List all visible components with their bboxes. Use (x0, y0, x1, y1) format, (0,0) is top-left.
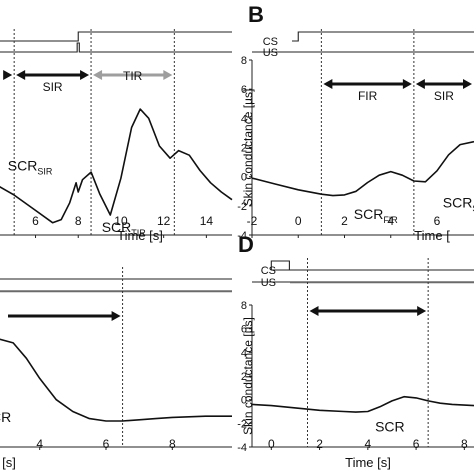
interval-label: SIR (434, 89, 454, 103)
x-tick-label: 10 (114, 214, 128, 228)
x-axis-label: Time [ (414, 228, 450, 243)
interval-arrow-head-right (163, 70, 173, 80)
x-tick-label: 6 (32, 214, 39, 228)
y-tick-label: -4 (237, 442, 247, 454)
y-tick-label: 0 (241, 395, 247, 407)
x-tick-label: 4 (387, 214, 394, 228)
scr-annotation-subscript: S (472, 203, 474, 213)
scr-annotation-subscript: TIR (131, 228, 146, 238)
x-tick-label: 14 (200, 214, 214, 228)
scr-annotation-main: SCR (354, 206, 384, 222)
scr-annotation: SCR (375, 419, 405, 435)
interval-label: FIR (358, 89, 378, 103)
scr-trace-line (0, 108, 233, 224)
x-tick-label: 0 (295, 214, 302, 228)
y-tick-label: 8 (241, 300, 247, 312)
x-axis-label: ne [s] (0, 455, 16, 470)
cs-timing-trace (270, 260, 474, 271)
x-tick-label: 8 (169, 437, 176, 451)
x-axis-label: Time [s] (345, 455, 391, 470)
scr-annotation: SCRSIR (8, 158, 53, 177)
us-row-label: US (261, 277, 276, 289)
y-tick-label: 8 (241, 55, 247, 67)
scr-annotation-subscript: FIR (383, 215, 398, 225)
interval-arrow-head-left (415, 79, 425, 89)
scr-annotation-main: SCR (102, 219, 132, 235)
cs-row-label: CS (263, 36, 278, 48)
y-tick-label: 2 (241, 371, 247, 383)
us-row-label: US (263, 47, 278, 59)
x-tick-label: 6 (434, 214, 441, 228)
x-tick-label: 2 (341, 214, 348, 228)
x-tick-label: 8 (75, 214, 82, 228)
interval-arrow-head-right (417, 306, 427, 316)
x-tick-label: -2 (247, 214, 258, 228)
scr-annotation: SCRTIR (102, 219, 147, 238)
y-axis-label: Skin conductance [µs] (241, 317, 255, 435)
y-tick-label: 0 (241, 172, 247, 184)
scr-annotation-main: SCR (443, 194, 473, 210)
scr-annotation-main: SCR (8, 158, 38, 174)
interval-arrow-head-right (463, 79, 472, 89)
cs-timing-trace (0, 31, 232, 42)
panel-letter: D (238, 232, 254, 257)
x-axis-label: Time [s] (117, 228, 163, 243)
interval-label: TIR (123, 69, 143, 83)
cs-timing-trace (292, 31, 474, 42)
interval-arrow-head-left (93, 70, 103, 80)
scr-annotation: SCRFIR (354, 206, 399, 225)
y-axis-label: Skin conductance [µs] (241, 89, 255, 207)
x-tick-label: 4 (36, 437, 43, 451)
scr-annotation: SCR (0, 409, 11, 425)
us-timing-trace (0, 42, 232, 53)
scr-annotation-main: SCR (0, 409, 11, 425)
x-tick-label: 2 (316, 437, 323, 451)
y-tick-label: 4 (241, 113, 247, 125)
x-tick-label: 0 (268, 437, 275, 451)
scr-annotation-subscript: SIR (37, 167, 53, 177)
y-tick-label: 2 (241, 143, 247, 155)
y-tick-label: 4 (241, 347, 247, 359)
y-tick-label: -4 (237, 230, 247, 242)
y-tick-label: -2 (237, 201, 247, 213)
y-tick-label: 6 (241, 324, 247, 336)
y-tick-label: 6 (241, 84, 247, 96)
scr-trace-line (251, 140, 474, 197)
scr-annotation: SCRS (443, 194, 474, 213)
interval-arrow-head-right (111, 311, 121, 321)
interval-label: SIR (43, 80, 63, 94)
interval-arrow-head-right (80, 70, 90, 80)
x-tick-label: 12 (157, 214, 171, 228)
interval-arrow-head-right (402, 79, 412, 89)
interval-arrow-head-left (16, 70, 26, 80)
cs-row-label: CS (261, 265, 276, 277)
interval-arrow-head-right (3, 70, 13, 80)
x-tick-label: 6 (103, 437, 110, 451)
x-tick-label: 6 (413, 437, 420, 451)
scr-trace-line (251, 395, 474, 413)
panel-letter: B (248, 2, 264, 27)
panel-c: 4 6 8 ne [s] SCR (0, 267, 232, 470)
x-tick-label: 8 (461, 437, 468, 451)
interval-arrow-head-left (309, 306, 319, 316)
scr-annotation-main: SCR (375, 419, 405, 435)
interval-arrow-head-left (323, 79, 333, 89)
y-tick-label: -2 (237, 418, 247, 430)
scr-trace-line (0, 338, 232, 422)
x-tick-label: 4 (364, 437, 371, 451)
